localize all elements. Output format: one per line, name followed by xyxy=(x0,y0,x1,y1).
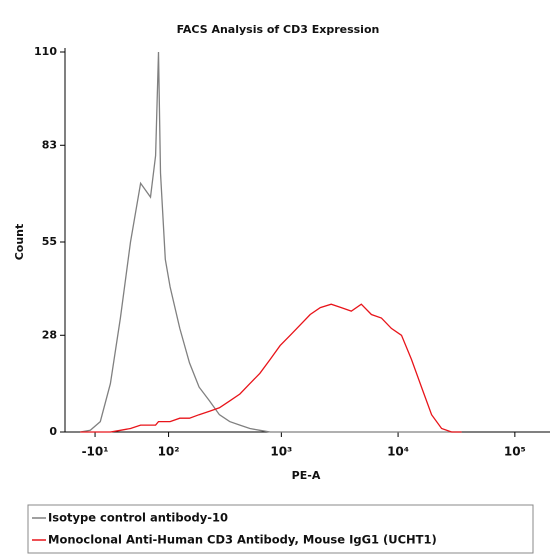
legend-box xyxy=(27,504,534,554)
x-tick-label: 10⁴ xyxy=(387,445,409,459)
y-tick-label: 110 xyxy=(34,45,57,58)
x-tick-label: -10¹ xyxy=(82,445,109,459)
series-line xyxy=(80,51,462,433)
x-tick-label: 10⁵ xyxy=(504,445,526,459)
legend-label: Isotype control antibody-10 xyxy=(48,511,228,525)
x-tick-label: 10³ xyxy=(270,445,292,459)
x-axis-label: PE-A xyxy=(292,469,321,482)
x-tick-label: 10² xyxy=(158,445,180,459)
series-line xyxy=(80,303,462,433)
legend-label: Monoclonal Anti-Human CD3 Antibody, Mous… xyxy=(48,533,437,547)
y-tick-label: 28 xyxy=(42,328,57,341)
chart-title: FACS Analysis of CD3 Expression xyxy=(177,23,380,36)
y-tick-label: 83 xyxy=(42,138,57,151)
y-tick-label: 0 xyxy=(49,425,57,438)
y-tick-label: 55 xyxy=(42,235,57,248)
y-axis-label: Count xyxy=(13,224,26,261)
